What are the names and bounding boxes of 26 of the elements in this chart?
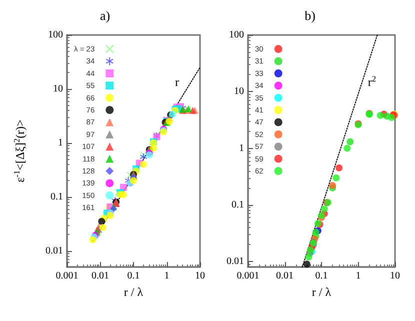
- x-tick-label: 0.1: [315, 270, 328, 282]
- x-tick-label: 0.001: [236, 270, 260, 282]
- x-tick-label: 0.01: [92, 270, 109, 282]
- x-tick-label: 0.001: [56, 270, 78, 282]
- y-tick-label: 100: [48, 30, 63, 40]
- y-tick-label: 10: [53, 83, 63, 94]
- y-tick-label: 0.01: [226, 256, 244, 268]
- y-tick-label: 1: [239, 142, 244, 154]
- y-tick-label: 0.01: [46, 245, 63, 256]
- y-tick-label: 100: [229, 30, 244, 40]
- x-tick-label: 1: [164, 270, 170, 282]
- chart-title: b): [304, 8, 316, 23]
- chart-title: a): [100, 8, 110, 23]
- y-tick-label: 10: [234, 86, 244, 98]
- x-tick-label: 10: [195, 270, 205, 282]
- y-axis-title: ε-1<[Δξ]2(r)>: [12, 119, 27, 182]
- y-tick-label: 0.1: [50, 191, 63, 202]
- x-axis-title: r / λ: [124, 284, 144, 299]
- y-tick-label: 0.1: [232, 199, 244, 210]
- y-tick-label: 1: [58, 137, 63, 148]
- x-tick-label: 1: [356, 270, 361, 282]
- x-axis-title: r / λ: [312, 284, 332, 299]
- x-tick-label: 0.01: [276, 270, 294, 282]
- x-tick-label: 0.1: [127, 270, 140, 282]
- annotation: r: [175, 75, 179, 89]
- x-tick-label: 10: [390, 270, 400, 282]
